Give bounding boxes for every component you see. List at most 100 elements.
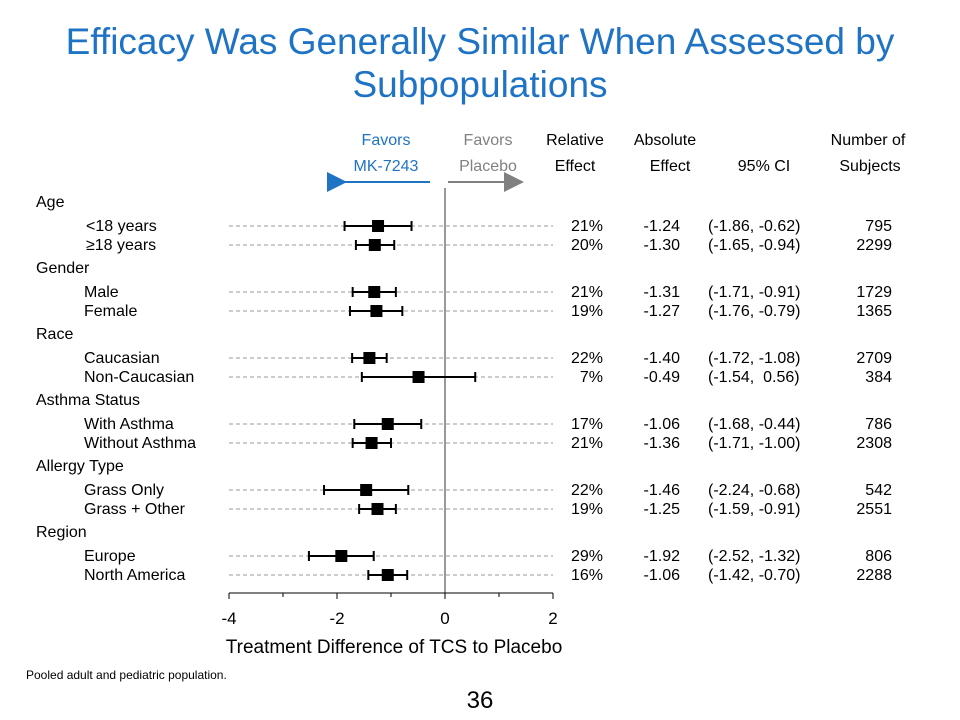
- point-estimate: [371, 503, 384, 515]
- point-estimate: [372, 220, 385, 232]
- absolute-effect-value: -1.06: [644, 567, 681, 584]
- absolute-effect-value: -1.46: [644, 482, 681, 499]
- relative-effect-value: 17%: [571, 416, 603, 433]
- subgroup-label: North America: [84, 567, 185, 584]
- point-estimate: [381, 418, 394, 430]
- subjects-value: 786: [865, 416, 892, 433]
- absolute-effect-header-line1: Absolute: [634, 132, 696, 149]
- absolute-effect-value: -1.27: [644, 303, 681, 320]
- absolute-effect-value: -1.25: [644, 501, 681, 518]
- favors-right-line1: Favors: [464, 132, 513, 149]
- point-estimate: [335, 550, 348, 562]
- subjects-value: 2709: [856, 350, 892, 367]
- point-estimate: [363, 352, 376, 364]
- subgroup-label: Europe: [84, 548, 136, 565]
- relative-effect-value: 22%: [571, 350, 603, 367]
- absolute-effect-value: -1.40: [644, 350, 681, 367]
- group-label: Age: [36, 194, 65, 211]
- point-estimate: [365, 437, 378, 449]
- relative-effect-header-line1: Relative: [546, 132, 604, 149]
- group-label: Asthma Status: [36, 392, 140, 409]
- subgroup-label: Male: [84, 284, 119, 301]
- x-axis-label: Treatment Difference of TCS to Placebo: [226, 637, 563, 658]
- x-axis: -4 -2 0 2: [221, 592, 558, 628]
- ci-value: (-1.65, -0.94): [708, 237, 800, 254]
- relative-effect-value: 16%: [571, 567, 603, 584]
- subgroup-label: <18 years: [86, 218, 157, 235]
- absolute-effect-header-line2: Effect: [650, 158, 691, 175]
- absolute-effect-value: -0.49: [644, 369, 681, 386]
- relative-effect-value: 21%: [571, 435, 603, 452]
- relative-effect-value: 19%: [571, 303, 603, 320]
- subgroup-label: ≥18 years: [86, 237, 156, 254]
- favors-left-line1: Favors: [362, 132, 411, 149]
- ci-value: (-1.54, 0.56): [708, 369, 800, 386]
- subjects-value: 2288: [856, 567, 892, 584]
- forest-rows: Age <18 years 21% -1.24 (-1.86, -0.62) 795 ≥18…: [36, 194, 892, 584]
- subgroup-label: Without Asthma: [84, 435, 196, 452]
- subjects-value: 2299: [856, 237, 892, 254]
- subjects-header-line2: Subjects: [839, 158, 900, 175]
- ci-value: (-1.72, -1.08): [708, 350, 800, 367]
- relative-effect-value: 20%: [571, 237, 603, 254]
- point-estimate: [412, 371, 425, 383]
- absolute-effect-value: -1.92: [644, 548, 681, 565]
- favors-left-line2: MK-7243: [354, 158, 419, 175]
- absolute-effect-value: -1.24: [644, 218, 681, 235]
- relative-effect-value: 19%: [571, 501, 603, 518]
- subjects-value: 542: [865, 482, 892, 499]
- x-tick-label: -2: [329, 609, 344, 628]
- absolute-effect-value: -1.30: [644, 237, 681, 254]
- subgroup-label: Grass Only: [84, 482, 164, 499]
- favors-right-line2: Placebo: [459, 158, 517, 175]
- absolute-effect-value: -1.36: [644, 435, 681, 452]
- point-estimate: [381, 569, 394, 581]
- absolute-effect-value: -1.06: [644, 416, 681, 433]
- point-estimate: [360, 484, 373, 496]
- ci-value: (-1.71, -0.91): [708, 284, 800, 301]
- subgroup-label: Caucasian: [84, 350, 160, 367]
- x-tick-label: 0: [440, 609, 449, 628]
- subgroup-label: Female: [84, 303, 137, 320]
- ci-value: (-1.68, -0.44): [708, 416, 800, 433]
- subjects-value: 384: [865, 369, 892, 386]
- subjects-value: 806: [865, 548, 892, 565]
- subjects-header-line1: Number of: [831, 132, 906, 149]
- subjects-value: 795: [865, 218, 892, 235]
- subjects-value: 1365: [856, 303, 892, 320]
- page-number: 36: [466, 687, 494, 714]
- subjects-value: 1729: [856, 284, 892, 301]
- subjects-value: 2308: [856, 435, 892, 452]
- point-estimate: [370, 305, 383, 317]
- footnote: Pooled adult and pediatric population.: [26, 668, 227, 682]
- subgroup-label: Grass + Other: [84, 501, 186, 518]
- point-estimate: [368, 239, 381, 251]
- ci-value: (-1.71, -1.00): [708, 435, 800, 452]
- x-tick-label: 2: [548, 609, 557, 628]
- relative-effect-header-line2: Effect: [555, 158, 596, 175]
- ci-header: 95% CI: [738, 158, 790, 175]
- relative-effect-value: 22%: [571, 482, 603, 499]
- relative-effect-value: 7%: [580, 369, 603, 386]
- subjects-value: 2551: [856, 501, 892, 518]
- relative-effect-value: 21%: [571, 218, 603, 235]
- relative-effect-value: 29%: [571, 548, 603, 565]
- absolute-effect-value: -1.31: [644, 284, 681, 301]
- ci-value: (-1.59, -0.91): [708, 501, 800, 518]
- ci-value: (-2.52, -1.32): [708, 548, 800, 565]
- subgroup-label: With Asthma: [84, 416, 174, 433]
- ci-value: (-2.24, -0.68): [708, 482, 800, 499]
- group-label: Race: [36, 326, 73, 343]
- ci-value: (-1.42, -0.70): [708, 567, 800, 584]
- group-label: Allergy Type: [36, 458, 124, 475]
- ci-value: (-1.76, -0.79): [708, 303, 800, 320]
- relative-effect-value: 21%: [571, 284, 603, 301]
- slide-title: Efficacy Was Generally Similar When Asse…: [65, 21, 895, 105]
- group-label: Region: [36, 524, 87, 541]
- ci-value: (-1.86, -0.62): [708, 218, 800, 235]
- subgroup-label: Non-Caucasian: [84, 369, 194, 386]
- x-tick-label: -4: [221, 609, 236, 628]
- group-label: Gender: [36, 260, 90, 277]
- point-estimate: [368, 286, 381, 298]
